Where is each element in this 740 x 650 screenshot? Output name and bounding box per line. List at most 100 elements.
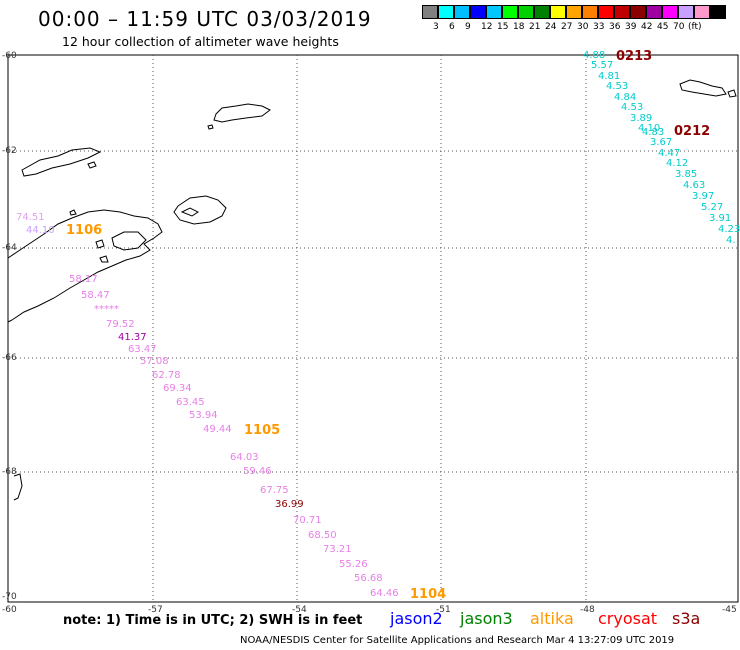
swh-label: 4.53 xyxy=(606,81,629,92)
swh-label: 36.99 xyxy=(275,499,304,510)
coast-dundee xyxy=(180,207,199,217)
swh-label: 3.89 xyxy=(630,113,653,124)
lat-label-64: -64 xyxy=(2,243,17,253)
coast-south-shetland-west xyxy=(21,147,102,177)
swh-label: 70.71 xyxy=(293,515,322,526)
legend-label: (ft) xyxy=(688,22,702,32)
credit-line: NOAA/NESDIS Center for Satellite Applica… xyxy=(240,635,675,646)
legend-swatch xyxy=(678,5,694,19)
swh-label: 3.85 xyxy=(675,169,698,180)
swh-label: 4. xyxy=(726,235,736,246)
coast-peninsula xyxy=(7,209,163,323)
swh-label: 44.10 xyxy=(26,225,55,236)
coast-islet-4 xyxy=(95,239,105,249)
legend-label: 6 xyxy=(449,22,455,32)
sat-altika: altika xyxy=(530,609,574,628)
track-id-0213: 0213 xyxy=(616,49,653,64)
legend-label: 12 xyxy=(481,22,493,32)
legend-label: 33 xyxy=(593,22,605,32)
legend-swatch xyxy=(518,5,534,19)
swh-label: 4.83 xyxy=(642,127,665,138)
swh-label: 68.50 xyxy=(308,530,337,541)
swh-label: 67.75 xyxy=(260,485,289,496)
legend-swatch xyxy=(646,5,662,19)
swh-label: 5.27 xyxy=(701,202,724,213)
legend-label: 42 xyxy=(641,22,653,32)
swh-label: 4.63 xyxy=(683,180,706,191)
legend-swatch xyxy=(454,5,470,19)
swh-label: 4.12 xyxy=(666,158,689,169)
swh-label: 59.46 xyxy=(243,466,272,477)
coast-islet-3 xyxy=(69,209,77,216)
lon-label-48: -48 xyxy=(580,605,595,615)
legend-swatch xyxy=(598,5,614,19)
coast-joinville xyxy=(173,195,227,225)
sat-s3a: s3a xyxy=(672,609,701,628)
legend-swatch xyxy=(630,5,646,19)
swh-label: ***** xyxy=(94,304,119,315)
track-id-0212: 0212 xyxy=(674,124,711,139)
legend-swatch xyxy=(566,5,582,19)
swh-label: 4.23 xyxy=(718,224,740,235)
map-frame xyxy=(7,54,739,603)
legend-swatch xyxy=(486,5,502,19)
legend-swatch xyxy=(694,5,710,19)
lat-label-68: -68 xyxy=(2,467,17,477)
legend-swatch xyxy=(534,5,550,19)
legend-swatch xyxy=(422,5,438,19)
lat-label-66: -66 xyxy=(2,353,17,363)
coast-south-orkney xyxy=(679,79,727,97)
lon-label-51: -51 xyxy=(436,605,451,615)
swh-label: 64.46 xyxy=(370,588,399,599)
lon-label-57: -57 xyxy=(148,605,163,615)
coast-islet-1 xyxy=(207,124,214,130)
swh-label: 4.47 xyxy=(658,148,681,159)
legend-swatch xyxy=(582,5,598,19)
swh-label: 74.51 xyxy=(16,212,45,223)
swh-label: 4.88 xyxy=(583,50,606,61)
coast-islet-2 xyxy=(87,161,97,169)
footnote: note: 1) Time is in UTC; 2) SWH is in fe… xyxy=(63,613,363,628)
swh-label: 57.08 xyxy=(140,356,169,367)
swh-label: 3.67 xyxy=(650,137,673,148)
track-id-1105: 1105 xyxy=(244,423,281,438)
swh-label: 49.44 xyxy=(203,424,232,435)
swh-label: 4.53 xyxy=(621,102,644,113)
legend-label: 45 xyxy=(657,22,669,32)
legend-swatch xyxy=(470,5,486,19)
legend-swatch xyxy=(550,5,566,19)
lat-label-60: -60 xyxy=(2,51,17,61)
swh-label: 4.81 xyxy=(598,71,621,82)
coast-islet-5 xyxy=(99,255,109,263)
coastline xyxy=(7,79,737,501)
swh-label: 63.45 xyxy=(176,397,205,408)
legend-swatch xyxy=(614,5,630,19)
swh-label: 62.78 xyxy=(152,370,181,381)
legend-label: 30 xyxy=(577,22,589,32)
swh-label: 73.21 xyxy=(323,544,352,555)
coast-james-ross xyxy=(111,231,147,251)
page-title: 00:00 – 11:59 UTC 03/03/2019 xyxy=(38,7,372,31)
swh-label: 58.47 xyxy=(81,290,110,301)
legend-label: 9 xyxy=(465,22,471,32)
legend-label: 24 xyxy=(545,22,557,32)
sat-cryosat: cryosat xyxy=(598,609,658,628)
legend-swatch xyxy=(502,5,518,19)
legend-swatch xyxy=(662,5,678,19)
legend-label: 3 xyxy=(433,22,439,32)
swh-label: 79.52 xyxy=(106,319,135,330)
lat-label-62: -62 xyxy=(2,146,17,156)
swh-label: 4.10 xyxy=(638,123,661,134)
legend-swatch xyxy=(438,5,454,19)
swh-label: 64.03 xyxy=(230,452,259,463)
sat-jason2: jason2 xyxy=(390,609,443,628)
swh-label: 55.26 xyxy=(339,559,368,570)
swh-label: 4.84 xyxy=(614,92,637,103)
legend-label: 18 xyxy=(513,22,525,32)
swh-label: 3.91 xyxy=(709,213,732,224)
lon-label-45: -45 xyxy=(722,605,737,615)
sat-jason3: jason3 xyxy=(460,609,513,628)
page-subtitle: 12 hour collection of altimeter wave hei… xyxy=(62,34,339,49)
swh-label: 3.97 xyxy=(692,191,715,202)
